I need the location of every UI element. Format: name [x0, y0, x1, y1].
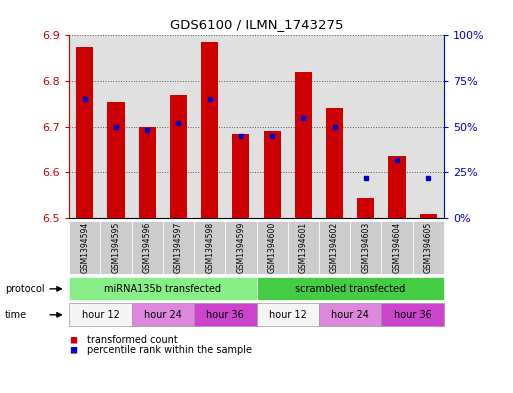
Bar [76, 47, 93, 218]
Text: hour 36: hour 36 [393, 310, 431, 320]
Text: GSM1394601: GSM1394601 [299, 222, 308, 274]
Bar [139, 127, 156, 218]
Bar [264, 131, 281, 218]
Text: transformed count: transformed count [87, 335, 178, 345]
Text: hour 24: hour 24 [144, 310, 182, 320]
Bar [295, 72, 312, 218]
Text: hour 36: hour 36 [206, 310, 244, 320]
Text: percentile rank within the sample: percentile rank within the sample [87, 345, 252, 355]
Text: GSM1394605: GSM1394605 [424, 222, 432, 274]
Text: GSM1394594: GSM1394594 [81, 222, 89, 274]
Text: GSM1394603: GSM1394603 [361, 222, 370, 274]
Bar [357, 198, 374, 218]
Bar [108, 102, 125, 218]
Bar [388, 156, 405, 218]
Bar [326, 108, 343, 218]
Text: hour 12: hour 12 [269, 310, 307, 320]
Text: GSM1394596: GSM1394596 [143, 222, 152, 274]
Text: ◼: ◼ [69, 335, 77, 345]
Bar [232, 134, 249, 218]
Text: time: time [5, 310, 27, 320]
Text: miRNA135b transfected: miRNA135b transfected [104, 284, 222, 294]
Text: GSM1394595: GSM1394595 [111, 222, 121, 274]
Text: GSM1394602: GSM1394602 [330, 222, 339, 274]
Text: scrambled transfected: scrambled transfected [295, 284, 405, 294]
Text: protocol: protocol [5, 284, 45, 294]
Text: GSM1394600: GSM1394600 [268, 222, 277, 274]
Text: GSM1394604: GSM1394604 [392, 222, 402, 274]
Bar [201, 42, 218, 218]
Bar [170, 95, 187, 218]
Text: hour 24: hour 24 [331, 310, 369, 320]
Text: hour 12: hour 12 [82, 310, 120, 320]
Title: GDS6100 / ILMN_1743275: GDS6100 / ILMN_1743275 [170, 18, 343, 31]
Text: GSM1394598: GSM1394598 [205, 222, 214, 274]
Text: GSM1394597: GSM1394597 [174, 222, 183, 274]
Text: GSM1394599: GSM1394599 [236, 222, 245, 274]
Bar [420, 213, 437, 218]
Text: ◼: ◼ [69, 345, 77, 355]
